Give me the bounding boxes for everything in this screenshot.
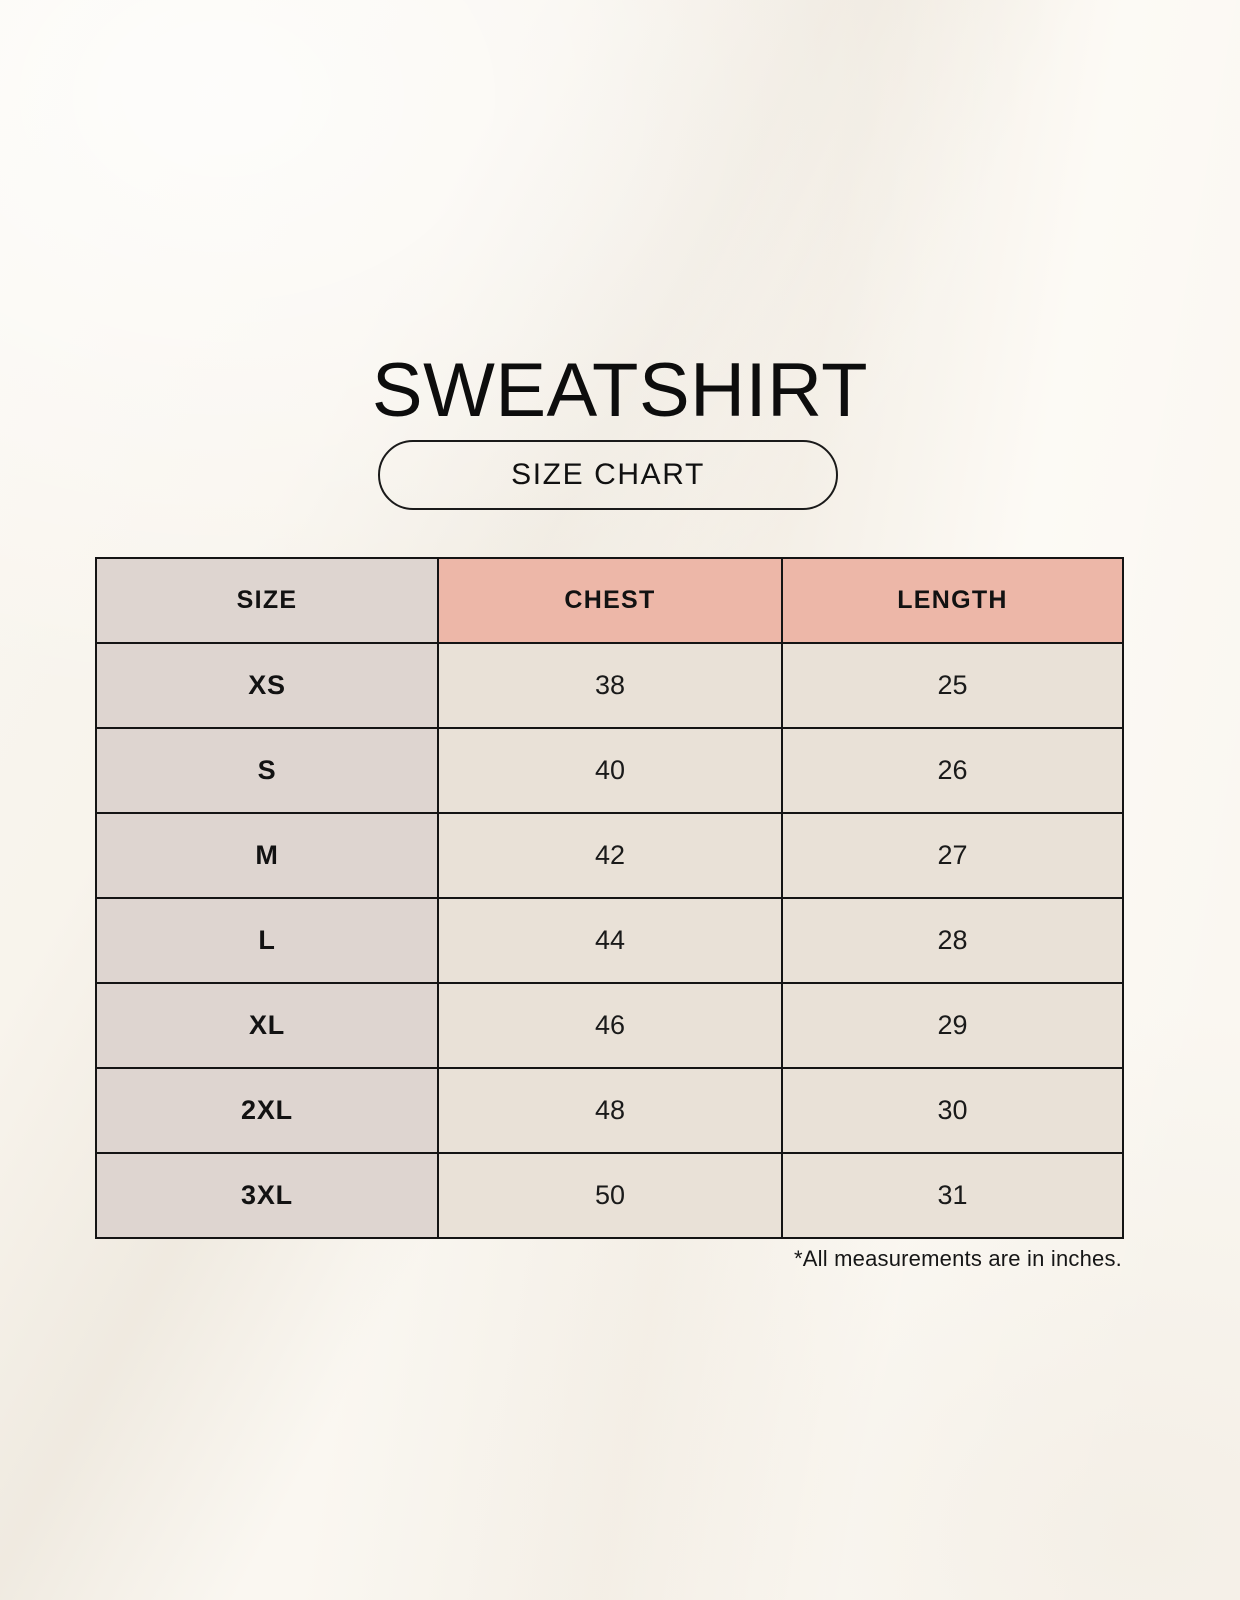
cell-size: XL xyxy=(95,982,439,1069)
table-row: 2XL 48 30 xyxy=(95,1067,1124,1154)
column-header-length: LENGTH xyxy=(781,557,1124,644)
cell-length: 26 xyxy=(781,727,1124,814)
table-row: 3XL 50 31 xyxy=(95,1152,1124,1239)
cell-size: S xyxy=(95,727,439,814)
table-row: S 40 26 xyxy=(95,727,1124,814)
table-header-row: SIZE CHEST LENGTH xyxy=(95,557,1124,644)
size-chart-badge-label: SIZE CHART xyxy=(511,458,705,491)
table-row: XL 46 29 xyxy=(95,982,1124,1069)
cell-chest: 38 xyxy=(437,642,783,729)
cell-size: L xyxy=(95,897,439,984)
size-table-container: SIZE CHEST LENGTH XS 38 25 S 40 26 M xyxy=(95,557,1124,1239)
table-row: L 44 28 xyxy=(95,897,1124,984)
cell-chest: 50 xyxy=(437,1152,783,1239)
cell-chest: 46 xyxy=(437,982,783,1069)
page-title: SWEATSHIRT xyxy=(371,347,869,433)
cell-length: 30 xyxy=(781,1067,1124,1154)
cell-length: 31 xyxy=(781,1152,1124,1239)
cell-length: 27 xyxy=(781,812,1124,899)
cell-size: 3XL xyxy=(95,1152,439,1239)
cell-size: XS xyxy=(95,642,439,729)
cell-chest: 40 xyxy=(437,727,783,814)
measurement-units-note: *All measurements are in inches. xyxy=(794,1246,1122,1271)
table-row: M 42 27 xyxy=(95,812,1124,899)
table-row: XS 38 25 xyxy=(95,642,1124,729)
cell-length: 25 xyxy=(781,642,1124,729)
column-header-size: SIZE xyxy=(95,557,439,644)
cell-length: 29 xyxy=(781,982,1124,1069)
cell-chest: 44 xyxy=(437,897,783,984)
cell-size: 2XL xyxy=(95,1067,439,1154)
size-table-head: SIZE CHEST LENGTH xyxy=(95,557,1124,644)
cell-chest: 42 xyxy=(437,812,783,899)
cell-chest: 48 xyxy=(437,1067,783,1154)
size-table: SIZE CHEST LENGTH XS 38 25 S 40 26 M xyxy=(95,557,1124,1239)
cell-size: M xyxy=(95,812,439,899)
size-chart-badge: SIZE CHART xyxy=(378,440,838,510)
cell-length: 28 xyxy=(781,897,1124,984)
column-header-chest: CHEST xyxy=(437,557,783,644)
size-table-body: XS 38 25 S 40 26 M 42 27 L 44 28 xyxy=(95,642,1124,1239)
